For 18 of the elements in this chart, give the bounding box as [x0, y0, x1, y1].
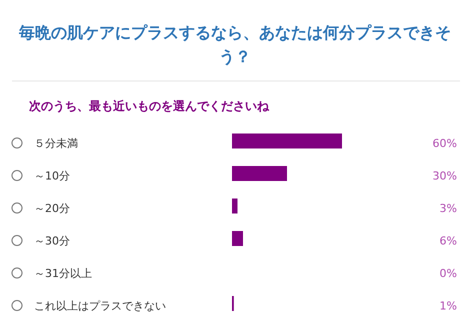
title: 毎晩の肌ケアにプラスするなら、あなたは何分プラスできそう？: [19, 23, 451, 66]
y-tick-label: ～20分: [34, 202, 70, 215]
chart-subtitle: 次のうち、最も近いものを選んでくださいね: [29, 99, 270, 113]
y-tick-label: これ以上はプラスできない: [34, 300, 166, 312]
data-label: 30%: [432, 170, 457, 182]
data-label: 1%: [440, 300, 457, 312]
y-tick-label: ～10分: [34, 170, 70, 182]
bar: [232, 166, 287, 181]
y-tick-label: ５分未満: [34, 137, 78, 150]
y-tick-label: ～30分: [34, 234, 70, 248]
data-label: 3%: [440, 202, 457, 215]
y-tick-label: ～31分以上: [34, 267, 92, 280]
data-label: 60%: [432, 137, 457, 150]
bar: [232, 134, 342, 148]
data-label: 6%: [440, 234, 457, 248]
data-label: 0%: [440, 267, 457, 280]
bar: [232, 231, 243, 246]
bar: [232, 198, 238, 214]
